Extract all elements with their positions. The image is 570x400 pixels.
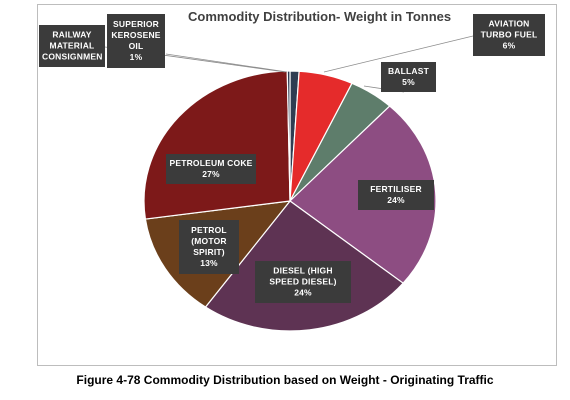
data-label-name: MATERIAL <box>49 40 95 51</box>
data-label-name: BALLAST <box>387 66 430 76</box>
data-label-value: 27% <box>202 169 220 179</box>
data-label-name: PETROLEUM COKE <box>169 158 253 168</box>
data-label-name: TURBO FUEL <box>480 29 538 40</box>
data-label-name: CONSIGNMEN <box>42 51 103 62</box>
data-label: SUPERIOR KEROSENE OIL 1% <box>107 14 165 68</box>
data-label-value: 13% <box>200 258 218 268</box>
data-label-value: 24% <box>387 195 405 205</box>
data-label: PETROLEUM COKE 27% <box>166 154 256 184</box>
data-label-name: DIESEL (HIGH <box>273 265 333 276</box>
data-label: AVIATION TURBO FUEL 6% <box>473 14 545 56</box>
data-label-name: AVIATION <box>488 18 530 29</box>
data-label: FERTILISER 24% <box>358 180 434 210</box>
chart-title: Commodity Distribution- Weight in Tonnes <box>188 9 452 24</box>
data-label-name: KEROSENE <box>111 30 161 40</box>
data-label-name: SUPERIOR <box>113 19 159 29</box>
pie-slice-railway-material-consignment <box>286 70 291 202</box>
figure-caption: Figure 4-78 Commodity Distribution based… <box>76 373 494 387</box>
data-label-name: (MOTOR <box>191 236 227 246</box>
data-label-value: 5% <box>402 77 415 87</box>
data-label-name: SPEED DIESEL) <box>269 276 337 287</box>
data-label-name: FERTILISER <box>370 184 422 194</box>
data-label-value: 1% <box>129 52 143 62</box>
leader-line <box>323 35 474 73</box>
data-label-name: RAILWAY <box>52 29 92 40</box>
data-label-name: PETROL <box>191 225 227 235</box>
data-label: DIESEL (HIGH SPEED DIESEL) 24% <box>255 261 351 303</box>
data-label-name: OIL <box>128 41 144 51</box>
data-label-value: 6% <box>502 40 516 51</box>
data-label: BALLAST 5% <box>381 62 436 92</box>
data-label-value: 24% <box>294 287 312 298</box>
data-label: RAILWAY MATERIAL CONSIGNMEN <box>39 25 105 67</box>
data-label: PETROL (MOTOR SPIRIT) 13% <box>179 220 239 274</box>
pie-slice-petroleum-coke <box>143 70 291 220</box>
data-label-name: SPIRIT) <box>193 247 225 257</box>
leader-line <box>165 53 288 73</box>
